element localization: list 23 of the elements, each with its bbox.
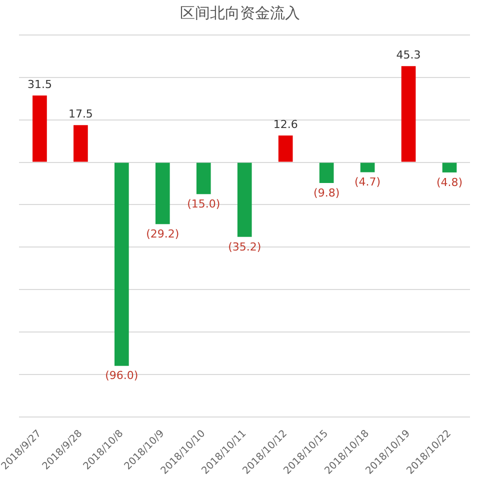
- bar: [32, 95, 47, 162]
- bar: [114, 162, 129, 366]
- data-label: (4.8): [436, 176, 463, 189]
- chart-title: 区间北向资金流入: [180, 4, 300, 22]
- data-label: (96.0): [105, 369, 138, 382]
- bar: [155, 162, 170, 224]
- bar: [319, 162, 334, 184]
- bar: [442, 162, 457, 172]
- data-label: (29.2): [146, 228, 180, 241]
- bar: [401, 66, 416, 162]
- data-label: 12.6: [273, 118, 298, 131]
- data-label: (35.2): [228, 240, 262, 254]
- data-label: 31.5: [27, 78, 52, 91]
- bar: [237, 162, 252, 237]
- bar: [360, 162, 375, 172]
- data-label: 17.5: [68, 107, 93, 120]
- bar: [74, 125, 88, 162]
- data-label: (4.7): [354, 176, 381, 189]
- bar: [278, 136, 293, 162]
- data-label: (9.8): [314, 186, 340, 200]
- data-label: 45.3: [396, 48, 421, 62]
- bar: [196, 162, 211, 194]
- data-label: (15.0): [187, 197, 220, 210]
